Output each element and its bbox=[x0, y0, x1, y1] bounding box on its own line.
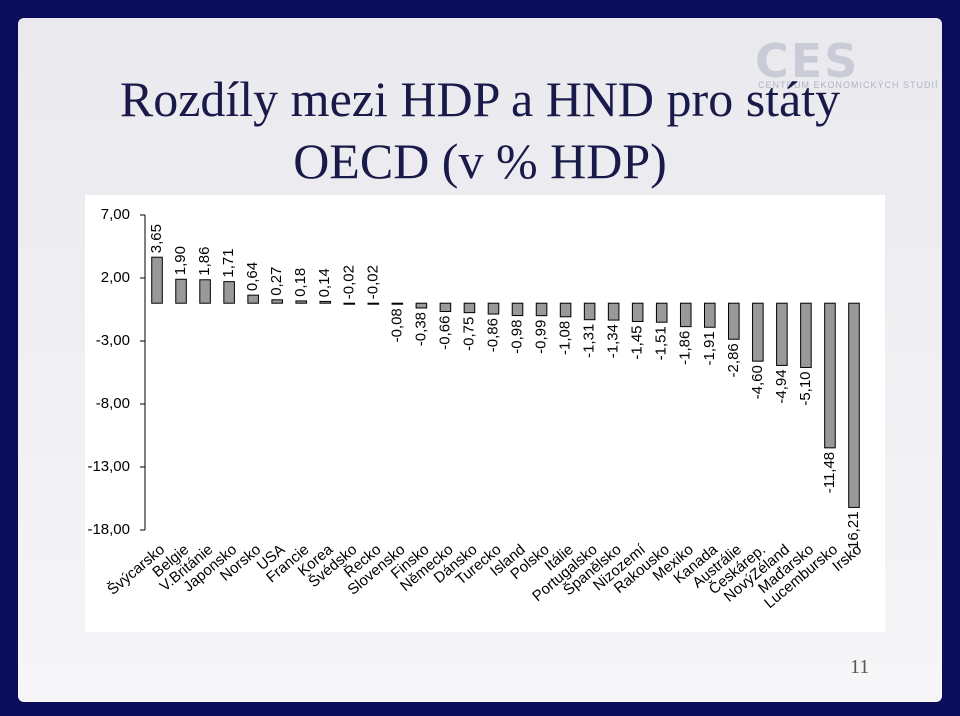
value-label: -0,02 bbox=[364, 265, 381, 299]
chart-area bbox=[85, 195, 885, 632]
y-tick-label: -3,00 bbox=[96, 332, 130, 349]
value-label: 1,86 bbox=[196, 247, 213, 276]
bar bbox=[295, 300, 308, 304]
bar bbox=[367, 302, 380, 305]
bar bbox=[199, 279, 211, 304]
value-label: -16,21 bbox=[845, 511, 862, 554]
bar bbox=[824, 302, 836, 449]
bar bbox=[271, 299, 283, 304]
bar bbox=[776, 302, 788, 366]
value-label: 0,64 bbox=[244, 262, 261, 291]
value-label: 0,18 bbox=[292, 268, 309, 297]
value-label: -4,60 bbox=[749, 365, 766, 399]
bar bbox=[463, 302, 476, 314]
value-label: -1,31 bbox=[581, 324, 598, 358]
bar bbox=[800, 302, 812, 368]
bar bbox=[607, 302, 620, 321]
bar bbox=[655, 302, 668, 323]
bar bbox=[223, 281, 235, 304]
value-label: 1,90 bbox=[172, 246, 189, 275]
value-label: 0,27 bbox=[268, 267, 285, 296]
chart-title: Rozdíly mezi HDP a HND pro státy OECD (v… bbox=[119, 71, 841, 189]
bar bbox=[247, 294, 259, 304]
bar bbox=[752, 302, 764, 362]
value-label: -1,86 bbox=[677, 331, 694, 365]
value-label: -4,94 bbox=[773, 369, 790, 403]
bar bbox=[487, 302, 500, 315]
bar bbox=[679, 302, 692, 328]
bar bbox=[583, 302, 596, 321]
value-label: -1,34 bbox=[605, 324, 622, 358]
bar bbox=[319, 300, 332, 304]
bar bbox=[535, 302, 548, 317]
logo: CES bbox=[755, 34, 860, 88]
value-label: -1,08 bbox=[557, 321, 574, 355]
y-tick-label: 2,00 bbox=[101, 269, 130, 286]
value-label: -1,91 bbox=[701, 331, 718, 365]
value-label: -0,98 bbox=[508, 320, 525, 354]
value-label: -0,99 bbox=[533, 320, 550, 354]
value-label: -5,10 bbox=[797, 371, 814, 405]
value-label: 3,65 bbox=[148, 224, 165, 253]
value-label: 0,14 bbox=[316, 268, 333, 297]
bar bbox=[343, 302, 356, 305]
bar bbox=[703, 302, 716, 328]
bar bbox=[511, 302, 524, 317]
value-label: -0,75 bbox=[460, 317, 477, 351]
bar bbox=[415, 302, 428, 309]
value-label: -2,86 bbox=[725, 343, 742, 377]
bar bbox=[848, 302, 860, 508]
bar bbox=[391, 302, 404, 305]
y-tick-label: 7,00 bbox=[101, 206, 130, 223]
value-label: -11,48 bbox=[821, 452, 838, 493]
bar bbox=[439, 302, 452, 313]
bar bbox=[175, 278, 187, 304]
page-number: 11 bbox=[850, 656, 870, 678]
bar bbox=[559, 302, 572, 318]
y-tick-label: -18,00 bbox=[87, 521, 130, 538]
value-label: -0,02 bbox=[340, 265, 357, 299]
value-label: -0,66 bbox=[436, 316, 453, 350]
logo-subtitle: CENTRUM EKONOMICKÝCH STUDIÍ bbox=[758, 80, 939, 90]
value-label: -0,38 bbox=[412, 312, 429, 346]
value-label: -1,45 bbox=[629, 325, 646, 359]
y-tick-label: -13,00 bbox=[87, 458, 130, 475]
bar bbox=[151, 256, 163, 304]
bar bbox=[631, 302, 644, 322]
value-label: 1,71 bbox=[220, 248, 237, 277]
value-label: -1,51 bbox=[653, 326, 670, 360]
value-label: -0,86 bbox=[484, 318, 501, 352]
bar bbox=[728, 302, 740, 340]
value-label: -0,08 bbox=[388, 308, 405, 342]
y-tick-label: -8,00 bbox=[96, 395, 130, 412]
